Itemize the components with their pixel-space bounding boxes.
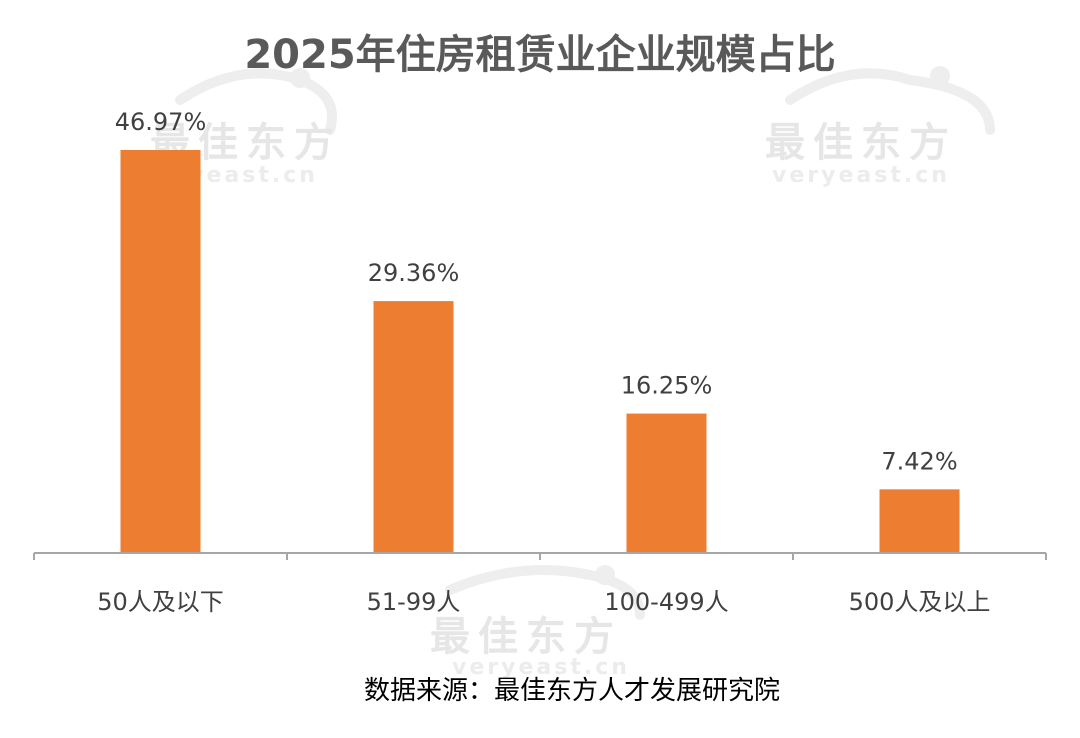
svg-text:最佳东方: 最佳东方	[765, 120, 957, 166]
svg-text:最佳东方: 最佳东方	[430, 614, 622, 660]
bars-group	[120, 150, 960, 553]
svg-text:veryeast.cn: veryeast.cn	[772, 163, 950, 188]
source-note: 数据来源：最佳东方人才发展研究院	[364, 676, 780, 706]
bar-2	[373, 301, 454, 553]
watermark-bottom: 最佳东方 veryeast.cn	[430, 565, 645, 680]
category-label-3: 100-499人	[604, 588, 728, 616]
x-axis	[33, 552, 1047, 560]
chart-title: 2025年住房租赁业企业规模占比	[244, 32, 835, 78]
bar-1	[120, 150, 201, 553]
x-tick-labels: 50人及以下 51-99人 100-499人 500人及以上	[97, 588, 990, 616]
value-label-2: 29.36%	[368, 259, 460, 287]
category-label-1: 50人及以下	[97, 588, 224, 616]
category-label-2: 51-99人	[367, 588, 461, 616]
watermark-right: 最佳东方 veryeast.cn	[765, 66, 995, 188]
value-labels-group: 46.97% 29.36% 16.25% 7.42%	[115, 108, 958, 475]
category-label-4: 500人及以上	[849, 588, 991, 616]
value-label-3: 16.25%	[621, 372, 713, 400]
svg-text:veryeast.cn: veryeast.cn	[452, 655, 630, 680]
bar-4	[879, 489, 960, 553]
value-label-4: 7.42%	[881, 447, 957, 475]
bar-3	[626, 413, 707, 553]
value-label-1: 46.97%	[115, 108, 207, 136]
